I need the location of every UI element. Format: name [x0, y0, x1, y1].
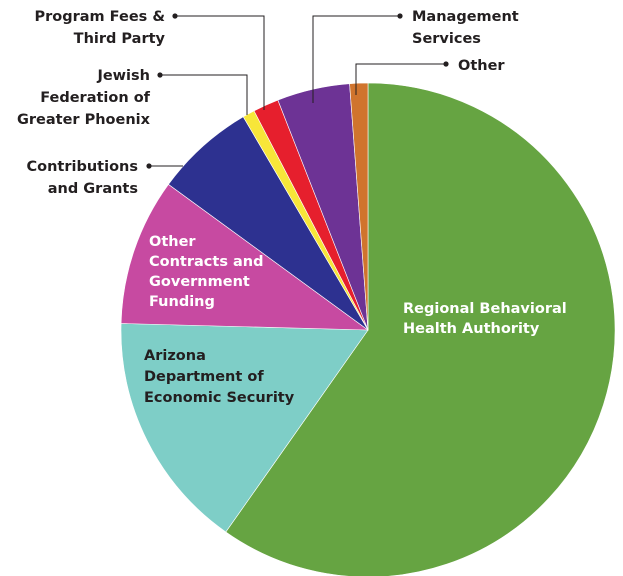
- leader-dot-contributions-and-grants: [146, 163, 152, 169]
- leader-dot-management-services: [397, 13, 403, 19]
- slice-label-arizona-department-of-economic-security: Arizona Department of Economic Security: [144, 348, 295, 406]
- leader-dot-other: [443, 61, 449, 67]
- pie-slice-regional-behavioral-health-authority: [225, 82, 616, 576]
- slice-label-jewish-federation-of-greater-phoenix: Jewish Federation of Greater Phoenix: [17, 68, 151, 128]
- leader-line-jewish-federation-of-greater-phoenix: [160, 74, 248, 115]
- leader-line-management-services: [312, 15, 400, 103]
- slice-label-program-fees-and-third-party: Program Fees & Third Party: [34, 9, 165, 47]
- pie-slice-arizona-department-of-economic-security: [120, 323, 369, 533]
- slice-label-other: Other: [458, 58, 505, 74]
- leader-dot-program-fees-and-third-party: [172, 13, 178, 19]
- leader-line-other: [355, 63, 446, 95]
- leader-line-program-fees-and-third-party: [175, 15, 265, 110]
- leader-dot-jewish-federation-of-greater-phoenix: [157, 72, 163, 78]
- slice-label-regional-behavioral-health-authority: Regional Behavioral Health Authority: [403, 301, 567, 337]
- pie-slice-other: [349, 82, 369, 331]
- slice-label-contributions-and-grants: Contributions and Grants: [27, 159, 139, 197]
- slice-label-management-services: Management Services: [412, 9, 519, 47]
- slice-label-other-contracts-and-government-funding: Other Contracts and Government Funding: [149, 234, 264, 310]
- pie-slice-other-contracts-and-government-funding: [120, 183, 369, 331]
